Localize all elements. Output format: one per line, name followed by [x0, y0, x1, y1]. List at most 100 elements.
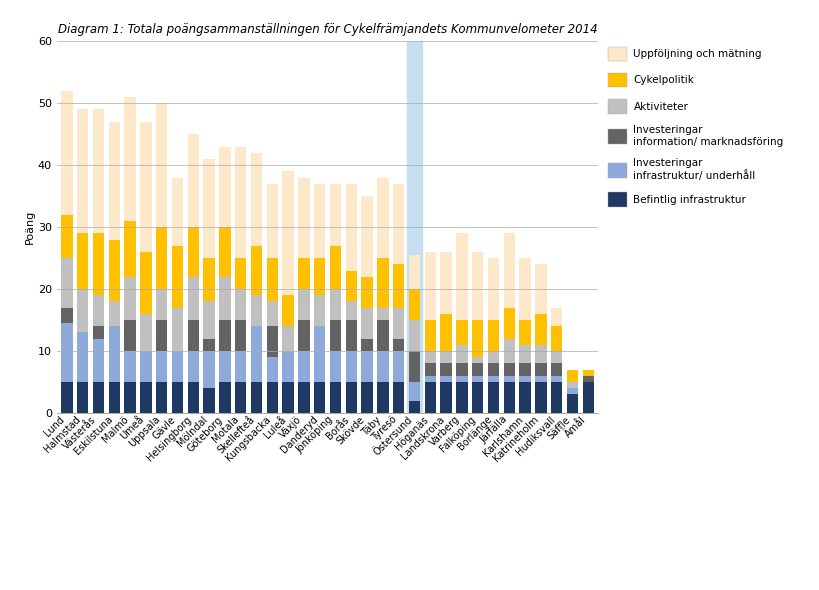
Bar	[441, 314, 452, 351]
Bar	[407, 41, 422, 413]
Bar	[378, 178, 388, 258]
Bar	[124, 221, 136, 277]
Bar	[251, 246, 262, 296]
Bar	[156, 382, 167, 413]
Bar	[188, 320, 199, 351]
Bar	[424, 382, 436, 413]
Bar	[346, 320, 357, 351]
Bar	[472, 252, 483, 320]
Bar	[536, 376, 546, 382]
Bar	[456, 234, 468, 320]
Bar	[172, 246, 183, 308]
Bar	[219, 277, 231, 320]
Bar	[219, 227, 231, 277]
Bar	[330, 320, 342, 351]
Bar	[330, 351, 342, 382]
Bar	[488, 351, 500, 363]
Bar	[441, 376, 452, 382]
Bar	[188, 227, 199, 277]
Bar	[536, 363, 546, 376]
Bar	[361, 351, 373, 382]
Bar	[346, 382, 357, 413]
Bar	[124, 382, 136, 413]
Bar	[235, 258, 247, 289]
Bar	[298, 178, 310, 258]
Bar	[61, 382, 73, 413]
Bar	[346, 301, 357, 320]
Bar	[156, 289, 167, 320]
Bar	[519, 345, 531, 363]
Bar	[456, 382, 468, 413]
Bar	[456, 376, 468, 382]
Bar	[61, 308, 73, 323]
Y-axis label: Poäng: Poäng	[25, 210, 35, 244]
Bar	[172, 178, 183, 246]
Bar	[61, 258, 73, 308]
Bar	[219, 382, 231, 413]
Bar	[267, 358, 278, 382]
Bar	[251, 382, 262, 413]
Bar	[61, 91, 73, 215]
Bar	[567, 395, 578, 413]
Bar	[188, 134, 199, 227]
Bar	[314, 382, 325, 413]
Bar	[536, 314, 546, 345]
Bar	[519, 258, 531, 320]
Bar	[251, 326, 262, 382]
Bar	[472, 382, 483, 413]
Bar	[409, 401, 420, 413]
Bar	[472, 358, 483, 363]
Bar	[267, 258, 278, 301]
Bar	[488, 376, 500, 382]
Bar	[378, 382, 388, 413]
Bar	[409, 351, 420, 382]
Bar	[488, 258, 500, 320]
Bar	[314, 326, 325, 382]
Bar	[156, 227, 167, 289]
Bar	[536, 264, 546, 314]
Bar	[393, 351, 405, 382]
Bar	[203, 159, 215, 258]
Bar	[519, 376, 531, 382]
Bar	[424, 363, 436, 376]
Bar	[361, 339, 373, 351]
Bar	[156, 351, 167, 382]
Bar	[378, 351, 388, 382]
Bar	[393, 184, 405, 264]
Bar	[298, 382, 310, 413]
Bar	[109, 326, 120, 382]
Bar	[330, 289, 342, 320]
Bar	[488, 320, 500, 351]
Bar	[346, 184, 357, 270]
Bar	[283, 171, 294, 296]
Bar	[456, 320, 468, 345]
Bar	[203, 388, 215, 413]
Bar	[582, 382, 594, 413]
Bar	[77, 289, 88, 333]
Bar	[251, 153, 262, 246]
Bar	[551, 363, 563, 376]
Bar	[156, 320, 167, 351]
Bar	[124, 351, 136, 382]
Bar	[504, 308, 515, 339]
Bar	[283, 351, 294, 382]
Bar	[393, 339, 405, 351]
Bar	[441, 363, 452, 376]
Bar	[519, 320, 531, 345]
Bar	[140, 382, 152, 413]
Bar	[124, 97, 136, 221]
Bar	[109, 301, 120, 326]
Bar	[393, 308, 405, 339]
Bar	[582, 369, 594, 376]
Bar	[283, 382, 294, 413]
Bar	[536, 382, 546, 413]
Bar	[219, 147, 231, 227]
Bar	[424, 320, 436, 351]
Bar	[267, 184, 278, 258]
Bar	[378, 258, 388, 308]
Bar	[283, 326, 294, 351]
Bar	[109, 240, 120, 301]
Bar	[188, 382, 199, 413]
Bar	[551, 308, 563, 326]
Bar	[361, 382, 373, 413]
